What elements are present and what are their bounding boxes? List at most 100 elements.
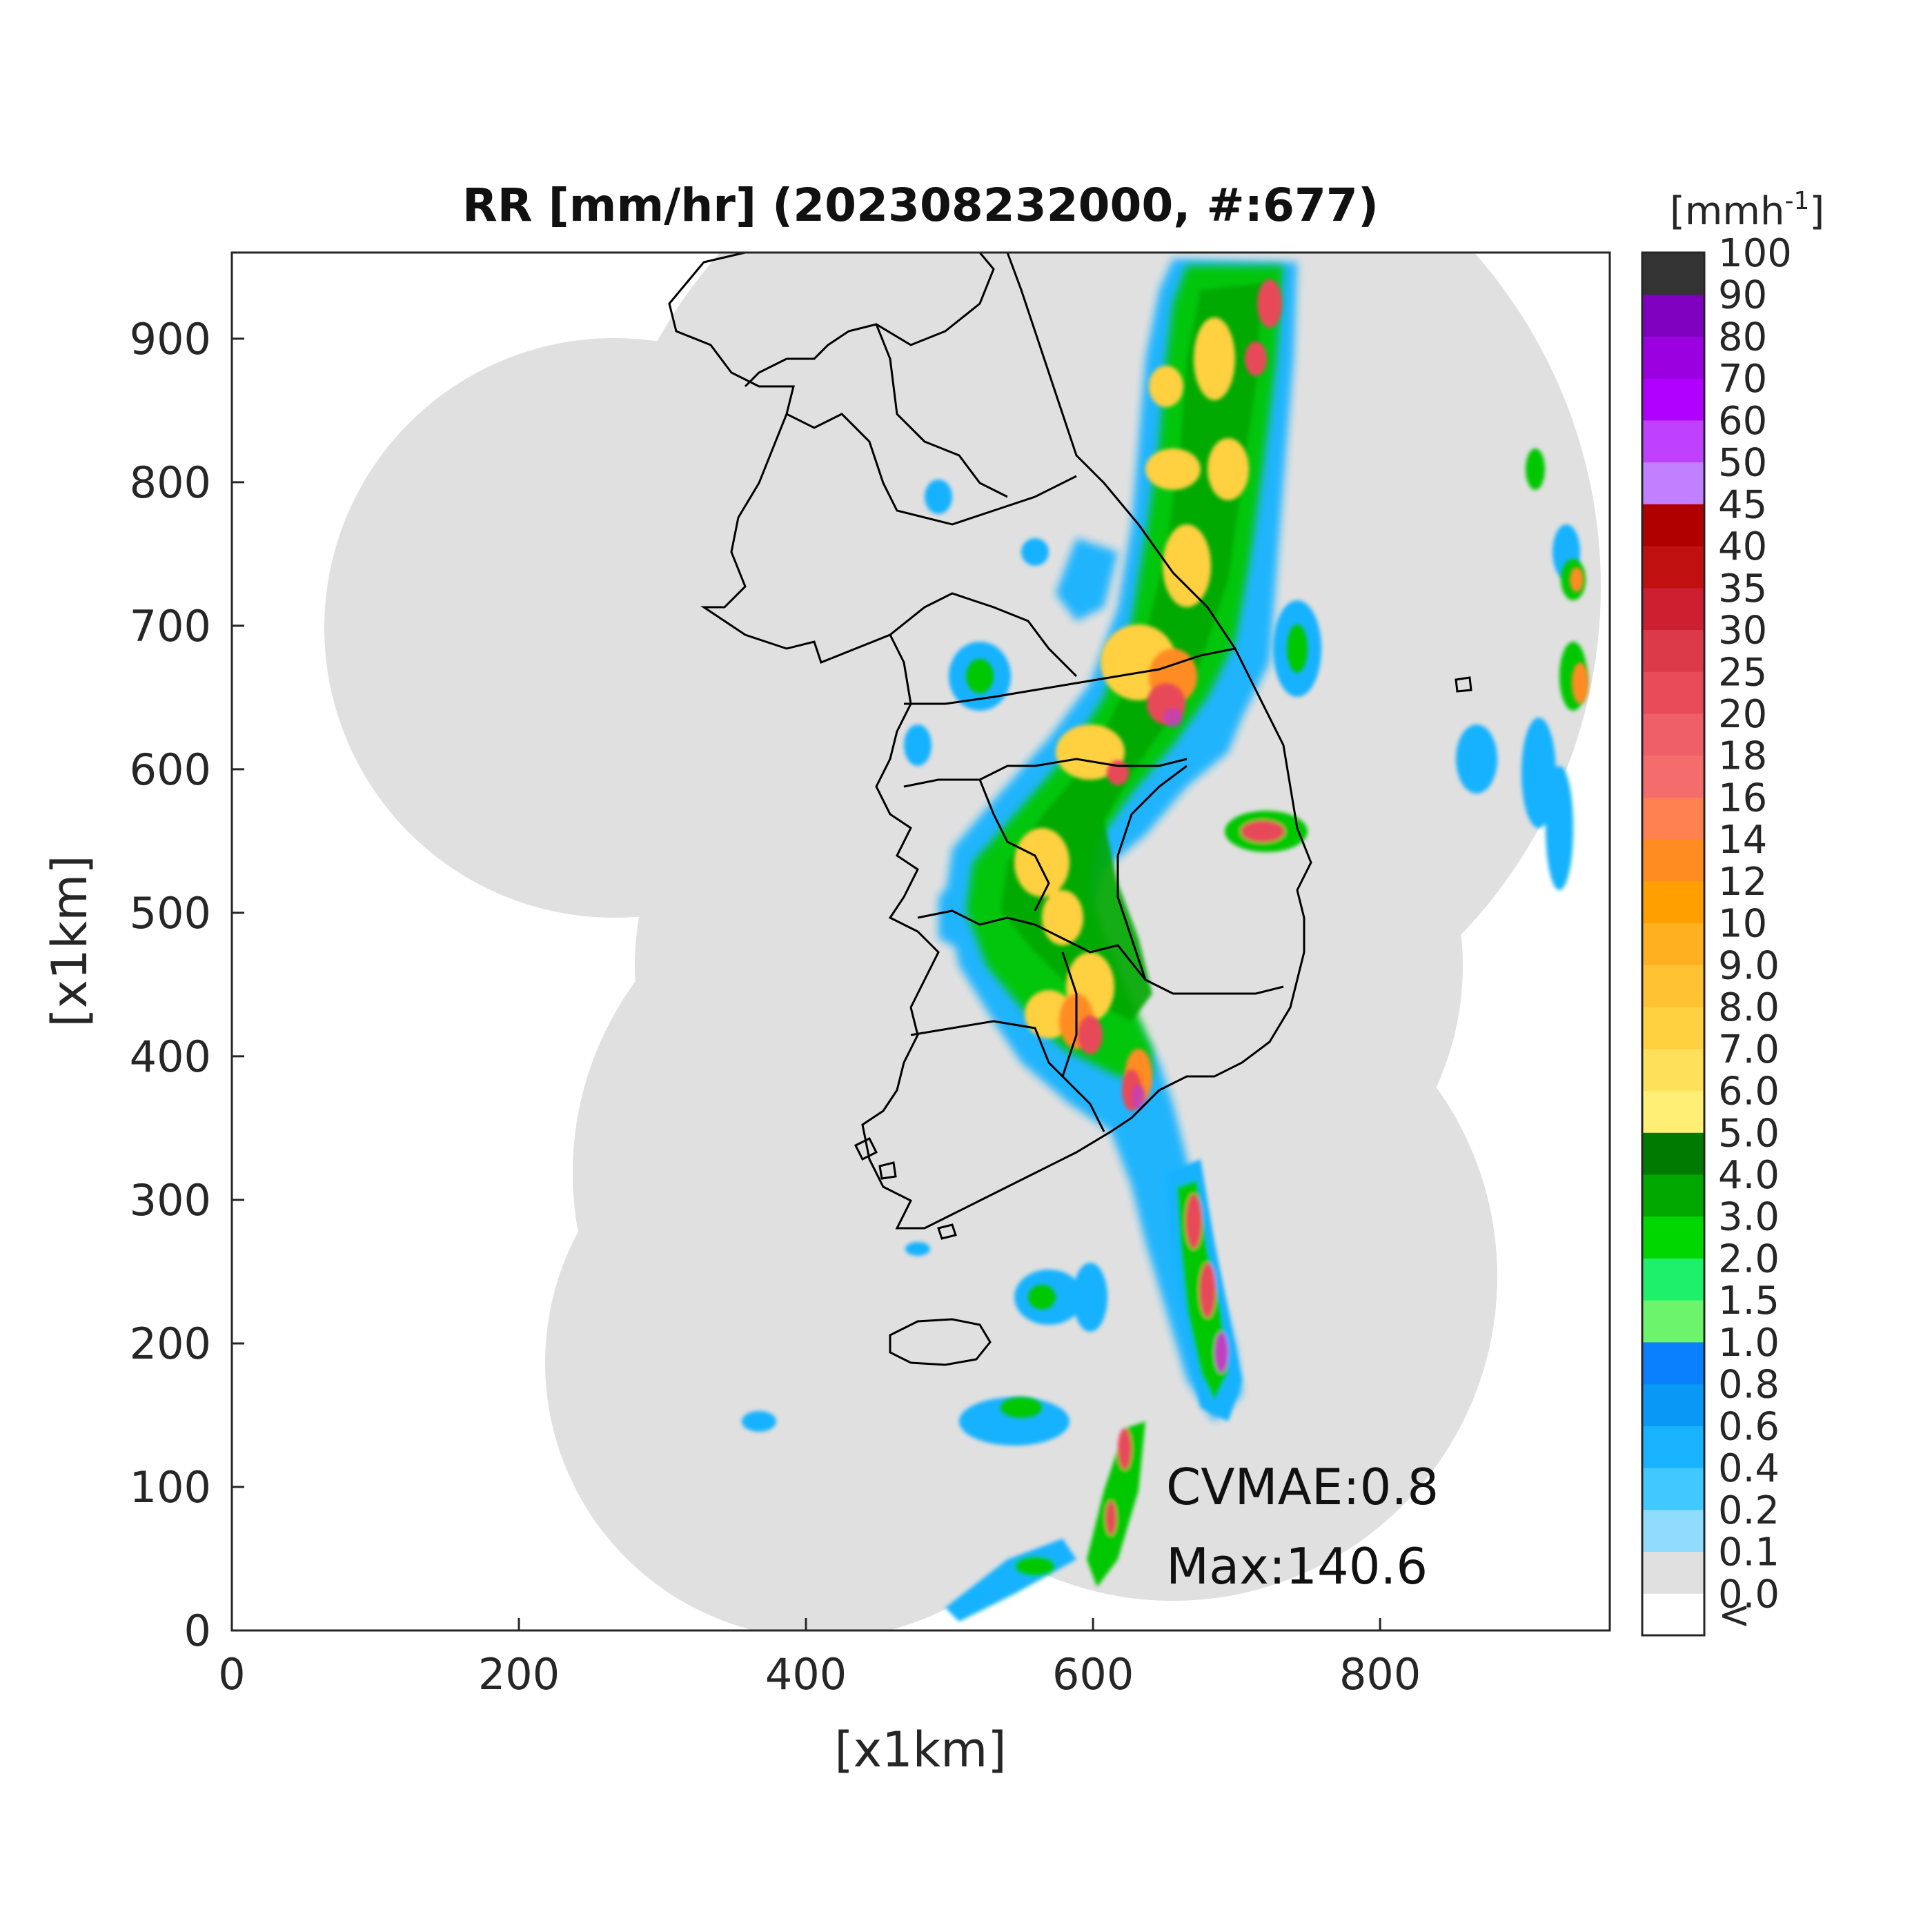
colorbar-tick-label: 70 (1718, 357, 1767, 402)
colorbar-unit: [mmh-1] (1670, 187, 1824, 234)
y-tick-label: 700 (130, 601, 211, 651)
colorbar-tick-label: 0.2 (1718, 1488, 1780, 1533)
colorbar-segment (1642, 1426, 1704, 1468)
border-north-1 (744, 253, 995, 388)
colorbar-tick-label: 0.1 (1718, 1530, 1780, 1575)
plot-area (232, 253, 1610, 1630)
border-south-5 (910, 1020, 1105, 1132)
x-tick-label: 800 (1339, 1649, 1421, 1699)
chart-title: RR [mm/hr] (202308232000, #:677) (462, 179, 1379, 232)
colorbar-segment (1642, 1007, 1704, 1049)
colorbar-segment (1642, 294, 1704, 337)
y-tick-label: 300 (130, 1175, 211, 1225)
colorbar-segment (1642, 253, 1704, 295)
colorbar-segment (1642, 462, 1704, 504)
colorbar-tick-label: 12 (1718, 860, 1767, 905)
colorbar-segment (1642, 1174, 1704, 1217)
colorbar-segment (1642, 1593, 1704, 1636)
radar-coverage (324, 253, 1601, 1630)
colorbar-segment (1642, 797, 1704, 840)
colorbar-segment (1642, 923, 1704, 965)
colorbar: <0.00.10.20.40.60.81.01.52.03.04.05.06.0… (1641, 231, 1792, 1638)
island-1 (854, 1136, 878, 1161)
colorbar-tick-label: 20 (1718, 692, 1767, 737)
colorbar-segment (1642, 1468, 1704, 1510)
colorbar-segment (1642, 1300, 1704, 1343)
colorbar-tick-label: 100 (1718, 231, 1792, 276)
colorbar-tick-label: 60 (1718, 399, 1767, 444)
colorbar-tick-label: 80 (1718, 315, 1767, 359)
colorbar-tick-label: 30 (1718, 609, 1767, 653)
colorbar-tick-label: 0.0 (1718, 1572, 1780, 1617)
colorbar-tick-label: 50 (1718, 441, 1767, 486)
colorbar-segment (1642, 1258, 1704, 1301)
x-tick-label: 0 (218, 1649, 245, 1699)
colorbar-segment (1642, 671, 1704, 714)
island-3 (937, 1223, 957, 1240)
colorbar-segment (1642, 504, 1704, 546)
border-south-4 (1116, 765, 1187, 980)
x-tick-label: 400 (765, 1649, 847, 1699)
y-axis-label: [x1km] (41, 855, 98, 1027)
island-4 (1455, 676, 1472, 693)
colorbar-tick-label: < (1718, 1593, 1751, 1638)
border-north-4 (889, 592, 1078, 678)
y-tick-label: 0 (184, 1606, 211, 1656)
border-south-2 (978, 779, 1050, 911)
border-north-3 (875, 324, 1008, 498)
x-axis-label: [x1km] (834, 1722, 1006, 1778)
colorbar-segment (1642, 1048, 1704, 1092)
colorbar-tick-label: 9.0 (1718, 943, 1780, 988)
border-north-2 (786, 413, 1077, 526)
colorbar-tick-label: 18 (1718, 734, 1767, 779)
colorbar-segment (1642, 1551, 1704, 1594)
colorbar-tick-label: 5.0 (1718, 1111, 1780, 1156)
island-2 (878, 1161, 897, 1180)
colorbar-tick-label: 40 (1718, 524, 1767, 569)
boundary-lines (668, 253, 1472, 1366)
colorbar-segment (1642, 1509, 1704, 1552)
colorbar-segment (1642, 880, 1704, 924)
y-tick-label: 200 (130, 1319, 211, 1369)
colorbar-tick-label: 10 (1718, 902, 1767, 947)
colorbar-segment (1642, 713, 1704, 756)
coastline-peninsula (668, 253, 1312, 1230)
y-tick-label: 800 (130, 457, 211, 508)
colorbar-segment (1642, 839, 1704, 882)
colorbar-tick-label: 2.0 (1718, 1236, 1780, 1281)
colorbar-tick-label: 1.0 (1718, 1321, 1780, 1366)
colorbar-segment (1642, 1132, 1704, 1175)
colorbar-tick-label: 7.0 (1718, 1027, 1780, 1072)
colorbar-tick-label: 3.0 (1718, 1195, 1780, 1240)
colorbar-segment (1642, 1341, 1704, 1385)
plot-frame (230, 251, 1611, 1632)
colorbar-segment (1642, 1216, 1704, 1259)
precipitation-field (742, 259, 1588, 1621)
colorbar-segment (1642, 1383, 1704, 1426)
colorbar-tick-label: 35 (1718, 566, 1767, 611)
colorbar-tick-label: 90 (1718, 273, 1767, 318)
colorbar-segment (1642, 420, 1704, 463)
y-tick-label: 900 (130, 314, 211, 364)
colorbar-tick-label: 1.5 (1718, 1279, 1780, 1323)
colorbar-tick-label: 45 (1718, 482, 1767, 527)
colorbar-tick-label: 14 (1718, 818, 1767, 862)
border-dmz (904, 647, 1236, 705)
colorbar-frame (1641, 251, 1706, 1637)
jeju-island (889, 1318, 992, 1366)
colorbar-tick-label: 0.6 (1718, 1404, 1780, 1449)
colorbar-segment (1642, 629, 1704, 672)
colorbar-tick-label: 16 (1718, 776, 1767, 820)
y-tick-label: 100 (130, 1462, 211, 1512)
colorbar-tick-label: 0.4 (1718, 1446, 1780, 1491)
border-south-6 (1061, 952, 1078, 1077)
cvmae-annotation: CVMAE:0.8 (1166, 1458, 1439, 1516)
colorbar-segment (1642, 546, 1704, 589)
colorbar-segment (1642, 587, 1704, 631)
colorbar-tick-label: 0.8 (1718, 1363, 1780, 1408)
border-south-1 (903, 758, 1187, 788)
max-annotation: Max:140.6 (1166, 1537, 1428, 1595)
colorbar-tick-label: 4.0 (1718, 1153, 1780, 1198)
x-tick-label: 600 (1052, 1649, 1134, 1699)
colorbar-segment (1642, 336, 1704, 379)
